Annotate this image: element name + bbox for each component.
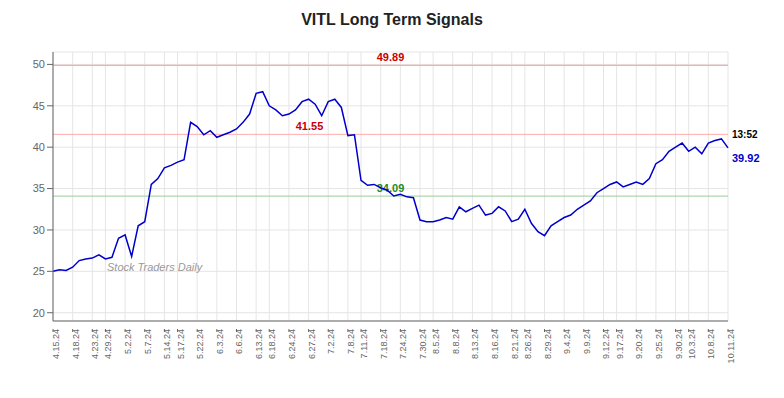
svg-text:39.92: 39.92 [732,152,760,164]
svg-text:20: 20 [33,307,45,319]
svg-text:8.16.24: 8.16.24 [490,329,500,359]
svg-text:7.2.24: 7.2.24 [326,329,336,354]
svg-text:7.24.24: 7.24.24 [398,329,408,359]
svg-text:5.14.24: 5.14.24 [162,329,172,359]
svg-text:34.09: 34.09 [376,182,405,195]
svg-text:7.8.24: 7.8.24 [346,329,356,354]
svg-text:6.24.24: 6.24.24 [287,329,297,359]
svg-text:13:52: 13:52 [732,129,758,140]
svg-text:8.29.24: 8.29.24 [543,329,553,359]
svg-text:30: 30 [33,224,45,236]
svg-text:7.30.24: 7.30.24 [418,329,428,359]
svg-text:4.23.24: 4.23.24 [90,329,100,359]
svg-text:6.6.24: 6.6.24 [234,329,244,354]
svg-text:8.5.24: 8.5.24 [431,329,441,354]
svg-text:6.27.24: 6.27.24 [307,329,317,359]
svg-text:9.4.24: 9.4.24 [562,329,572,354]
svg-text:8.8.24: 8.8.24 [451,329,461,354]
svg-text:9.12.24: 9.12.24 [601,329,611,359]
svg-text:8.21.24: 8.21.24 [510,329,520,359]
svg-text:10.8.24: 10.8.24 [706,329,716,359]
svg-text:7.11.24: 7.11.24 [359,329,369,358]
svg-text:6.13.24: 6.13.24 [254,329,264,359]
svg-text:6.3.24: 6.3.24 [215,329,225,354]
svg-text:41.55: 41.55 [296,120,324,132]
svg-text:9.9.24: 9.9.24 [582,329,592,354]
svg-text:5.7.24: 5.7.24 [143,329,153,354]
svg-text:5.22.24: 5.22.24 [195,329,205,359]
svg-text:9.25.24: 9.25.24 [654,329,664,359]
svg-text:9.30.24: 9.30.24 [674,329,684,359]
svg-text:5.17.24: 5.17.24 [176,329,186,359]
svg-text:10.3.24: 10.3.24 [687,329,697,359]
svg-text:45: 45 [33,100,45,112]
svg-text:40: 40 [33,141,45,153]
svg-text:25: 25 [33,265,45,277]
html-text:Stock Traders Daily: Stock Traders Daily [107,261,203,274]
svg-text:10.11.24: 10.11.24 [726,329,736,363]
svg-text:8.13.24: 8.13.24 [470,329,480,359]
svg-text:49.89: 49.89 [377,51,405,63]
svg-text:5.2.24: 5.2.24 [123,329,133,354]
svg-text:6.18.24: 6.18.24 [267,329,277,359]
svg-text:8.26.24: 8.26.24 [523,329,533,359]
svg-text:4.29.24: 4.29.24 [103,329,113,359]
html-text:VITL Long Term Signals: VITL Long Term Signals [301,11,483,28]
svg-text:9.20.24: 9.20.24 [634,329,644,359]
svg-text:9.17.24: 9.17.24 [615,329,625,359]
svg-text:4.18.24: 4.18.24 [71,329,81,359]
svg-text:4.15.24: 4.15.24 [51,329,61,359]
svg-text:35: 35 [33,182,45,194]
svg-text:7.18.24: 7.18.24 [379,329,389,359]
svg-text:50: 50 [33,58,45,70]
